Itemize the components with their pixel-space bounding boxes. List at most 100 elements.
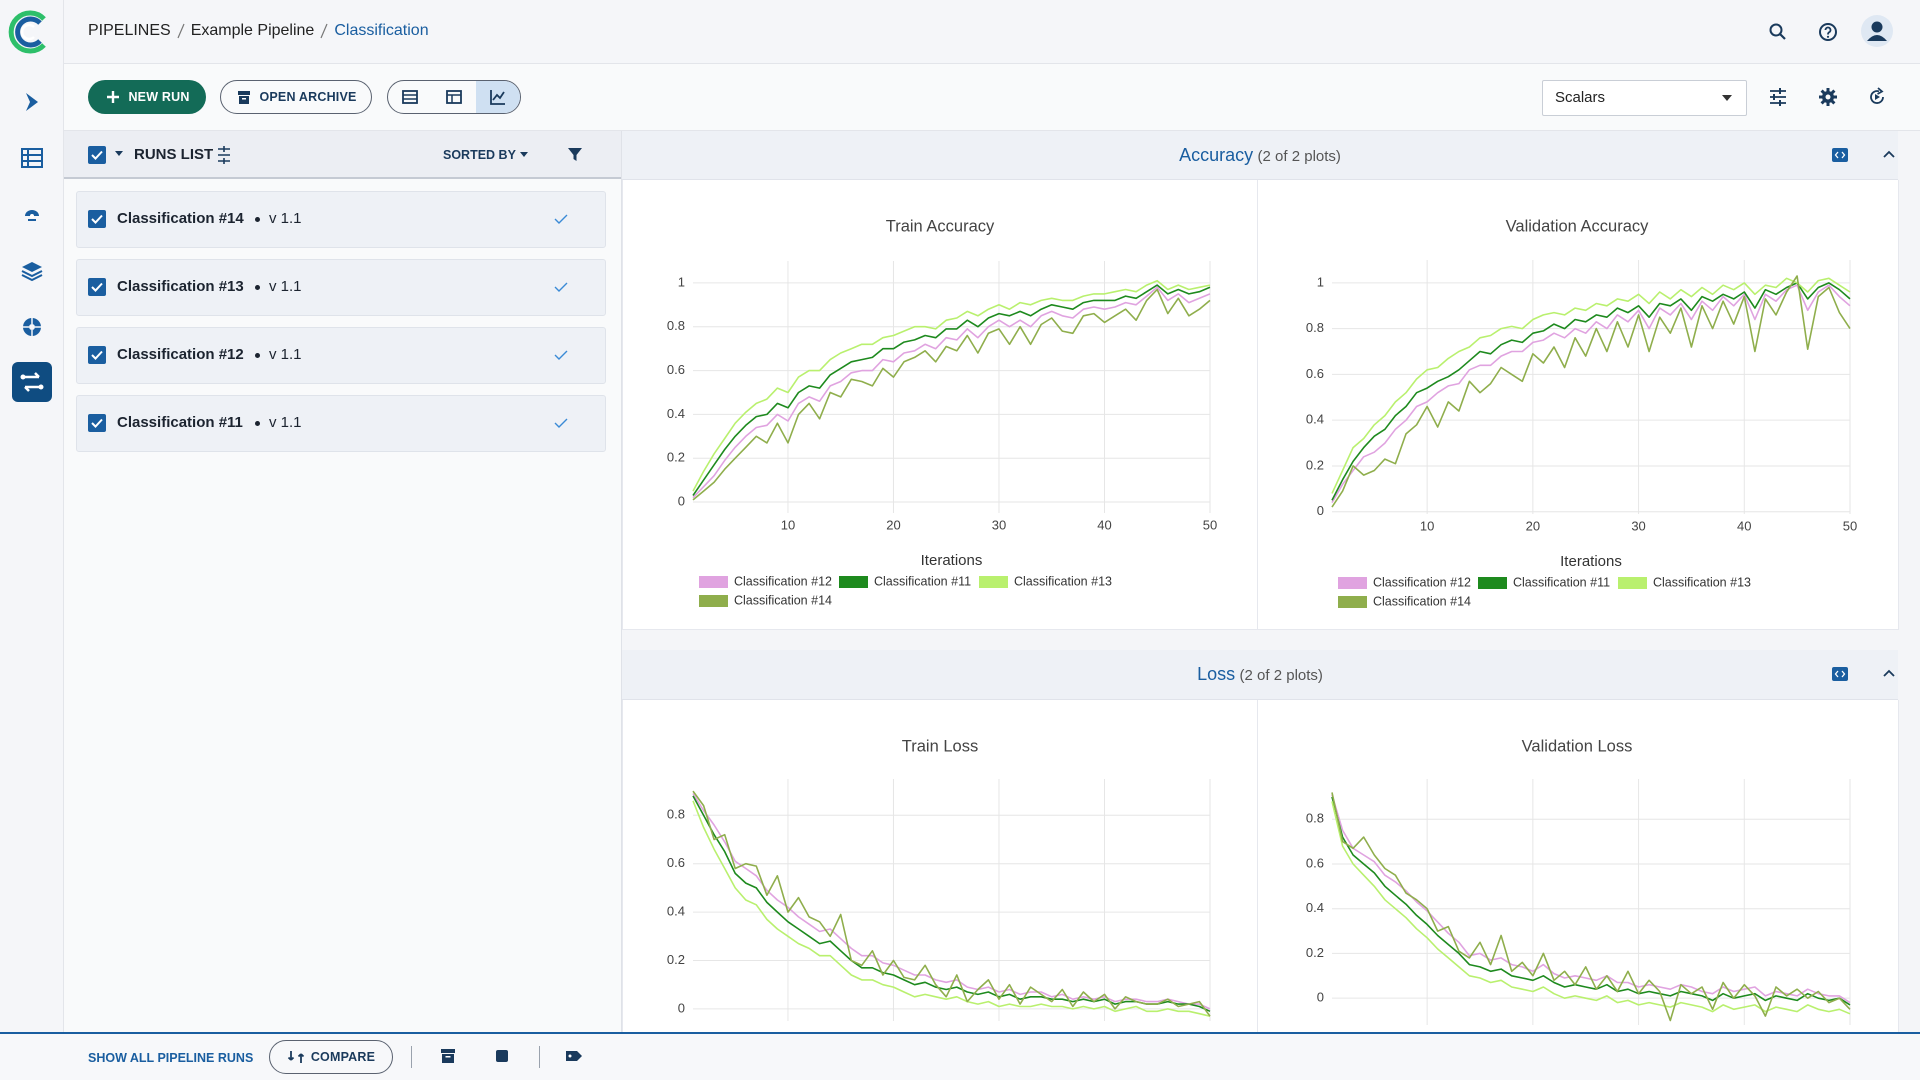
y-tick-label: 0.6: [667, 362, 685, 377]
dropdown-arrow: [1722, 95, 1732, 101]
tune-icon[interactable]: [1768, 87, 1788, 107]
chart-title: Validation Loss: [1522, 737, 1633, 755]
series-line: [692, 284, 1211, 496]
show-all-link[interactable]: SHOW ALL PIPELINE RUNS: [88, 1051, 254, 1065]
y-tick-label: 0.6: [1306, 855, 1324, 870]
run-checkbox[interactable]: [87, 277, 107, 297]
button-label: OPEN ARCHIVE: [259, 90, 357, 104]
y-tick-label: 0.8: [667, 318, 685, 333]
run-checkbox[interactable]: [87, 413, 107, 433]
series-line: [692, 286, 1211, 499]
chart-title: Train Accuracy: [886, 217, 995, 235]
select-menu-arrow[interactable]: [114, 150, 124, 158]
legend-label: Classification #12: [734, 574, 832, 588]
table-view[interactable]: [388, 81, 432, 113]
run-name: Classification #13: [117, 278, 244, 295]
tag-action[interactable]: [564, 1047, 584, 1065]
y-tick-label: 0.4: [1306, 900, 1324, 915]
run-name: Classification #12: [117, 346, 244, 363]
details-view[interactable]: [432, 81, 476, 113]
settings-icon[interactable]: [1818, 87, 1838, 107]
section-subtitle: (2 of 2 plots): [1257, 148, 1341, 165]
embed-icon[interactable]: [1831, 147, 1849, 163]
series-line: [1331, 794, 1851, 1004]
legend-swatch: [979, 576, 1008, 588]
y-tick-label: 0.2: [667, 450, 685, 465]
y-tick-label: 0: [1317, 503, 1324, 518]
collapse-icon[interactable]: [1882, 667, 1896, 679]
stop-action[interactable]: [493, 1047, 511, 1065]
section-subtitle: (2 of 2 plots): [1239, 667, 1323, 684]
runs-list-header: RUNS LIST SORTED BY: [64, 131, 621, 179]
plot-panel: [622, 700, 1258, 1033]
plot-panel: [1257, 180, 1899, 630]
series-line: [692, 800, 1211, 1017]
view-toggle: [387, 80, 521, 114]
nav-pipeline-runs: [20, 372, 44, 392]
legend-label: Classification #11: [1513, 575, 1610, 589]
breadcrumb-current[interactable]: Classification: [334, 22, 429, 39]
bullet: [255, 217, 260, 222]
run-card[interactable]: Classification #12 v 1.1: [76, 327, 606, 384]
legend-swatch: [699, 576, 728, 588]
legend-swatch: [1338, 596, 1367, 608]
x-tick-label: 20: [886, 517, 900, 532]
charts-view[interactable]: [476, 81, 520, 113]
help-icon[interactable]: [1818, 22, 1838, 42]
series-line: [692, 288, 1211, 501]
status-completed: [554, 282, 568, 292]
run-version: v 1.1: [269, 414, 302, 431]
nav-active[interactable]: [12, 362, 52, 402]
archive-icon: [238, 91, 251, 104]
nav-experiments[interactable]: [20, 146, 44, 170]
plot-panel: [622, 180, 1258, 630]
breadcrumb[interactable]: Example Pipeline: [190, 22, 315, 39]
section-title[interactable]: Accuracy: [1179, 145, 1254, 165]
status-completed: [554, 418, 568, 428]
open-archive-button[interactable]: OPEN ARCHIVE: [220, 80, 372, 114]
metric-select[interactable]: Scalars: [1542, 80, 1747, 116]
x-tick-label: 40: [1097, 517, 1111, 532]
series-line: [692, 790, 1211, 1017]
sort-label[interactable]: SORTED BY: [443, 148, 516, 162]
new-run-button[interactable]: NEW RUN: [88, 80, 206, 114]
legend-label: Classification #14: [734, 593, 832, 607]
logo[interactable]: [7, 9, 53, 55]
nav-layers[interactable]: [20, 259, 44, 283]
archive-action[interactable]: [439, 1047, 457, 1065]
nav-models[interactable]: [20, 315, 44, 339]
refresh-icon[interactable]: [1867, 87, 1887, 107]
plus-icon: [107, 91, 120, 103]
search-icon[interactable]: [1768, 22, 1788, 42]
compare-button[interactable]: COMPARE: [269, 1040, 393, 1074]
button-label: NEW RUN: [128, 90, 190, 104]
nav-datasets[interactable]: [20, 202, 44, 226]
breadcrumb-separator: [177, 23, 185, 39]
sidebar: [0, 0, 64, 1032]
user-avatar[interactable]: [1860, 14, 1894, 48]
run-card[interactable]: Classification #14 v 1.1: [76, 191, 606, 248]
run-name: Classification #14: [117, 210, 244, 227]
run-checkbox[interactable]: [87, 209, 107, 229]
x-tick-label: 50: [1843, 518, 1857, 533]
run-card[interactable]: Classification #13 v 1.1: [76, 259, 606, 316]
collapse-icon[interactable]: [1882, 148, 1896, 160]
run-version: v 1.1: [269, 346, 302, 363]
run-version: v 1.1: [269, 278, 302, 295]
section-title[interactable]: Loss: [1197, 664, 1236, 684]
status-completed: [554, 214, 568, 224]
sort-arrow[interactable]: [519, 151, 529, 159]
breadcrumb[interactable]: PIPELINES: [88, 22, 171, 39]
embed-icon[interactable]: [1831, 666, 1849, 682]
x-tick-label: 20: [1526, 518, 1540, 533]
nav-pipelines[interactable]: [20, 90, 44, 114]
select-all-checkbox[interactable]: [87, 145, 107, 165]
y-tick-label: 0: [1317, 990, 1324, 1005]
filter-icon[interactable]: [566, 145, 584, 163]
column-icon[interactable]: [215, 145, 233, 165]
run-checkbox[interactable]: [87, 345, 107, 365]
run-card[interactable]: Classification #11 v 1.1: [76, 395, 606, 452]
series-line: [692, 795, 1211, 1013]
series-line: [1331, 801, 1851, 1015]
breadcrumb-separator: [320, 23, 328, 39]
